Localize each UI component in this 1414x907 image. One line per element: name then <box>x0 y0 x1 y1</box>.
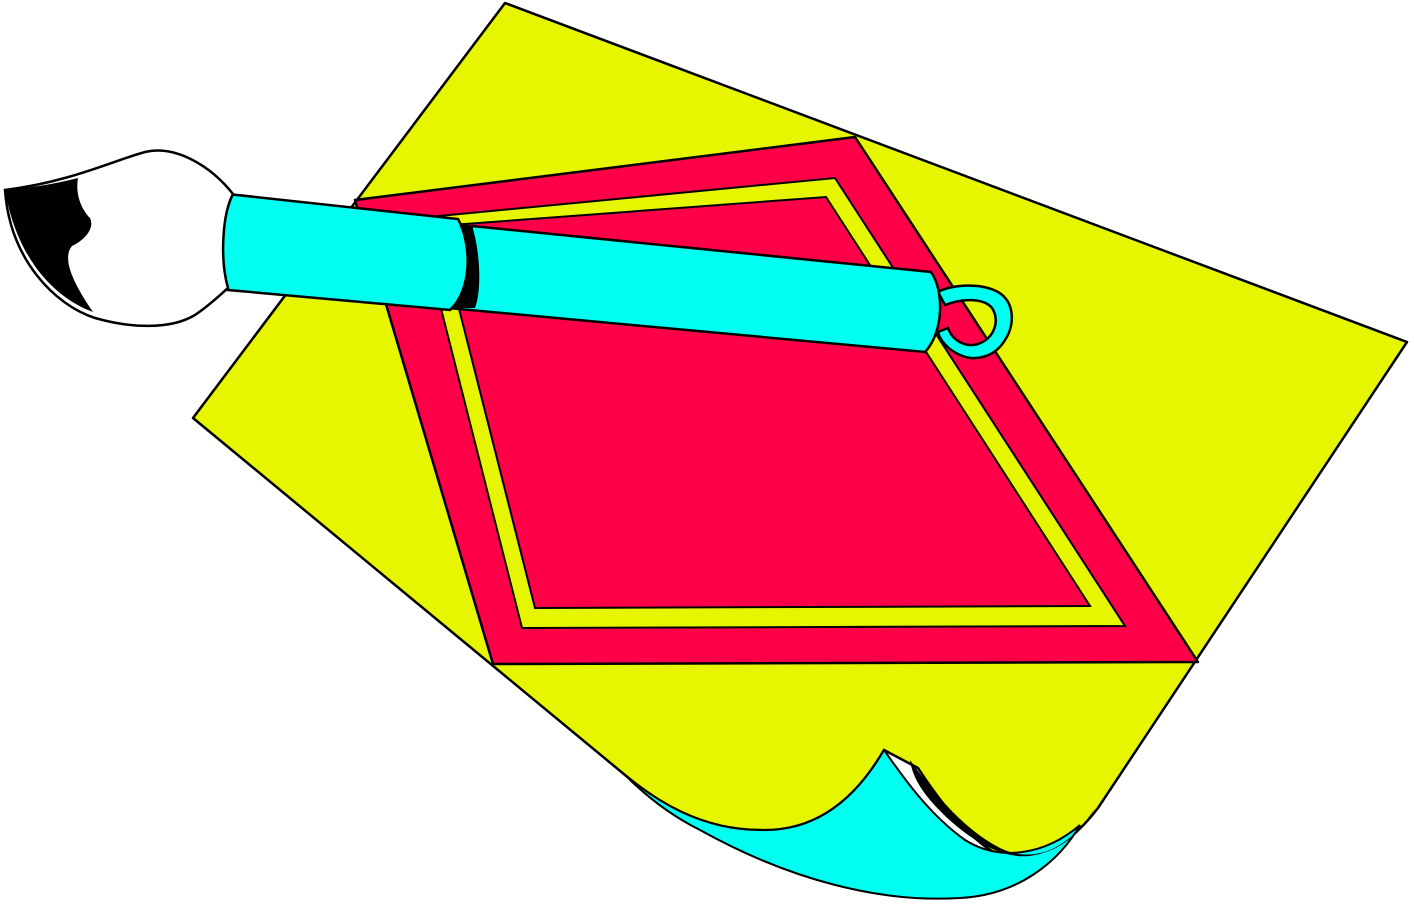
brush-tip <box>5 178 93 312</box>
paintbrush <box>3 149 1013 360</box>
brush-loop-icon <box>936 284 1013 360</box>
paper-curl-shadow <box>910 760 1095 857</box>
paper-curl <box>624 748 1081 900</box>
